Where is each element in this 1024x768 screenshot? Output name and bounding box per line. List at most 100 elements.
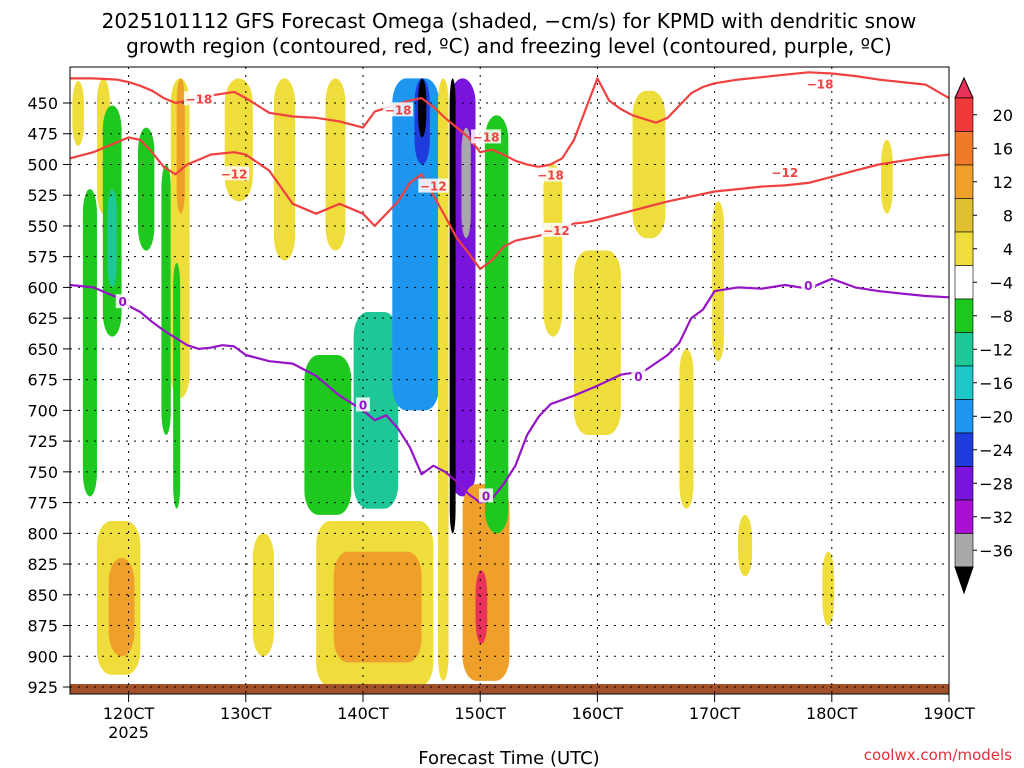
colorbar-swatch-5 — [954, 231, 974, 266]
colorbar-label-13: −36 — [979, 541, 1013, 560]
colorbar-swatch-12 — [954, 466, 974, 501]
contour-label-dgz-minus12-2: −12 — [543, 224, 570, 238]
colorbar-bottom-arrow — [954, 566, 974, 595]
y-tick-label-700: 700 — [27, 401, 58, 420]
y-tick-label-875: 875 — [27, 617, 58, 636]
colorbar-label-0: 20 — [993, 106, 1013, 125]
colorbar-label-7: −12 — [979, 340, 1013, 359]
colorbar-swatch-8 — [954, 332, 974, 367]
contour-label-bg-dgz-minus18-2 — [471, 129, 502, 144]
contour-label-bg-dgz-minus18-1 — [383, 102, 414, 117]
colorbar-label-1: 16 — [993, 139, 1013, 158]
colorbar-swatch-9 — [954, 365, 974, 400]
x-tick-label-140CT: 140CT — [337, 704, 389, 723]
teal-core-118 — [107, 189, 117, 288]
contour-label-bg-freezing-level-0C-1 — [356, 397, 370, 412]
colorbar-swatch-2 — [954, 131, 974, 166]
y-tick-label-625: 625 — [27, 309, 58, 328]
colorbar-label-5: −4 — [989, 273, 1013, 292]
colorbar-swatch-11 — [954, 432, 974, 467]
x-axis-ticks: 120CT 130CT 140CT 150CT 160CT 170CT 180CT 190CT — [103, 694, 975, 723]
contour-label-dgz-minus18-0: −18 — [186, 92, 213, 106]
colorbar-label-12: −32 — [979, 508, 1013, 527]
y-tick-label-575: 575 — [27, 248, 58, 267]
x-tick-label-170CT: 170CT — [689, 704, 741, 723]
colorbar-label-10: −24 — [979, 441, 1013, 460]
contour-label-freezing-level-0C-3: 0 — [634, 370, 642, 384]
contour-freezing-level-0C — [70, 277, 949, 504]
colorbar-swatch-10 — [954, 399, 974, 434]
x-tick-label-180CT: 180CT — [806, 704, 858, 723]
y-tick-label-550: 550 — [27, 217, 58, 236]
green-column-151 — [484, 115, 509, 534]
blue-plume-144 — [392, 78, 440, 411]
x-tick-label-120CT: 120CT — [103, 704, 155, 723]
contour-label-bg-dgz-minus18-0 — [183, 91, 214, 106]
x-tick-label-150CT: 150CT — [454, 704, 506, 723]
contour-label-bg-freezing-level-0C-3 — [631, 369, 646, 384]
colorbar-label-11: −28 — [979, 474, 1013, 493]
contour-label-dgz-minus12-1: −12 — [420, 180, 447, 194]
contour-label-bg-dgz-minus12-3 — [769, 165, 800, 180]
colorbar-swatch-3 — [954, 164, 974, 199]
yellow-column-133 — [273, 78, 296, 261]
yellow-low-180 — [822, 551, 835, 626]
contour-label-bg-dgz-minus18-3 — [535, 167, 566, 182]
colorbar-swatch-7 — [954, 298, 974, 333]
y-tick-label-925: 925 — [27, 678, 58, 697]
y-tick-label-825: 825 — [27, 555, 58, 574]
y-tick-label-800: 800 — [27, 524, 58, 543]
plot-frame — [69, 66, 950, 695]
colorbar: 20 16 12 8 4 −4 −8 −12 −16 −20 −24 −28 −32 −36 — [954, 76, 1013, 595]
y-tick-label-500: 500 — [27, 155, 58, 174]
colorbar-top-arrow — [954, 76, 974, 99]
y-tick-label-475: 475 — [27, 125, 58, 144]
contour-label-bg-dgz-minus12-1 — [418, 178, 449, 193]
yellow-column-168 — [679, 348, 694, 509]
green-column-123 — [161, 164, 171, 435]
black-core-145 — [418, 78, 427, 138]
gray-core-149 — [461, 127, 471, 239]
yellow-column-170 — [712, 201, 724, 362]
contour-label-bg-dgz-minus12-2 — [541, 222, 572, 237]
green-column-124 — [173, 262, 181, 509]
colorbar-swatch-14 — [954, 533, 974, 568]
x-tick-label-130CT: 130CT — [220, 704, 272, 723]
yellow-low-172 — [738, 514, 753, 577]
contour-label-dgz-minus18-2: −18 — [473, 130, 500, 144]
colorbar-label-9: −20 — [979, 407, 1013, 426]
black-line-147 — [449, 78, 456, 534]
omega-shading-layer — [72, 78, 893, 687]
x-axis-year-label: 2025 — [108, 723, 149, 742]
contour-label-dgz-minus18-3: −18 — [537, 169, 564, 183]
green-ribbon-116 — [82, 189, 97, 497]
colorbar-label-8: −16 — [979, 374, 1013, 393]
contour-label-bg-freezing-level-0C-2 — [479, 488, 494, 503]
chart-title-line2: growth region (contoured, red, ºC) and f… — [126, 34, 892, 58]
credit-link[interactable]: coolwx.com/models — [864, 746, 1012, 764]
x-tick-label-160CT: 160CT — [572, 704, 624, 723]
colorbar-label-2: 12 — [993, 173, 1013, 192]
orange-low-120 — [108, 557, 135, 657]
green-column-121 — [137, 127, 155, 251]
y-tick-label-725: 725 — [27, 432, 58, 451]
yellow-column-129 — [224, 78, 253, 202]
y-tick-label-850: 850 — [27, 586, 58, 605]
colorbar-swatch-4 — [954, 198, 974, 233]
contour-label-bg-dgz-minus12-0 — [219, 166, 250, 181]
y-tick-label-600: 600 — [27, 278, 58, 297]
y-tick-label-900: 900 — [27, 647, 58, 666]
y-tick-label-525: 525 — [27, 186, 58, 205]
contour-dgz-minus18 — [70, 71, 949, 168]
colorbar-label-3: 8 — [1003, 206, 1013, 225]
yellow-column-156 — [543, 164, 563, 337]
tall-yellow-115 — [72, 80, 85, 147]
contour-label-dgz-minus18-1: −18 — [385, 103, 412, 117]
colorbar-swatch-1 — [954, 97, 974, 132]
y-axis-ticks: 450 475 500 525 550 575 600 625 650 675 700 725 750 7… — [27, 94, 70, 697]
x-axis-title: Forecast Time (UTC) — [418, 748, 599, 768]
contour-label-freezing-level-0C-0: 0 — [119, 295, 127, 309]
contour-label-dgz-minus12-0: −12 — [221, 167, 248, 181]
contour-layer — [70, 71, 949, 504]
contour-label-bg-dgz-minus18-4 — [805, 76, 836, 91]
